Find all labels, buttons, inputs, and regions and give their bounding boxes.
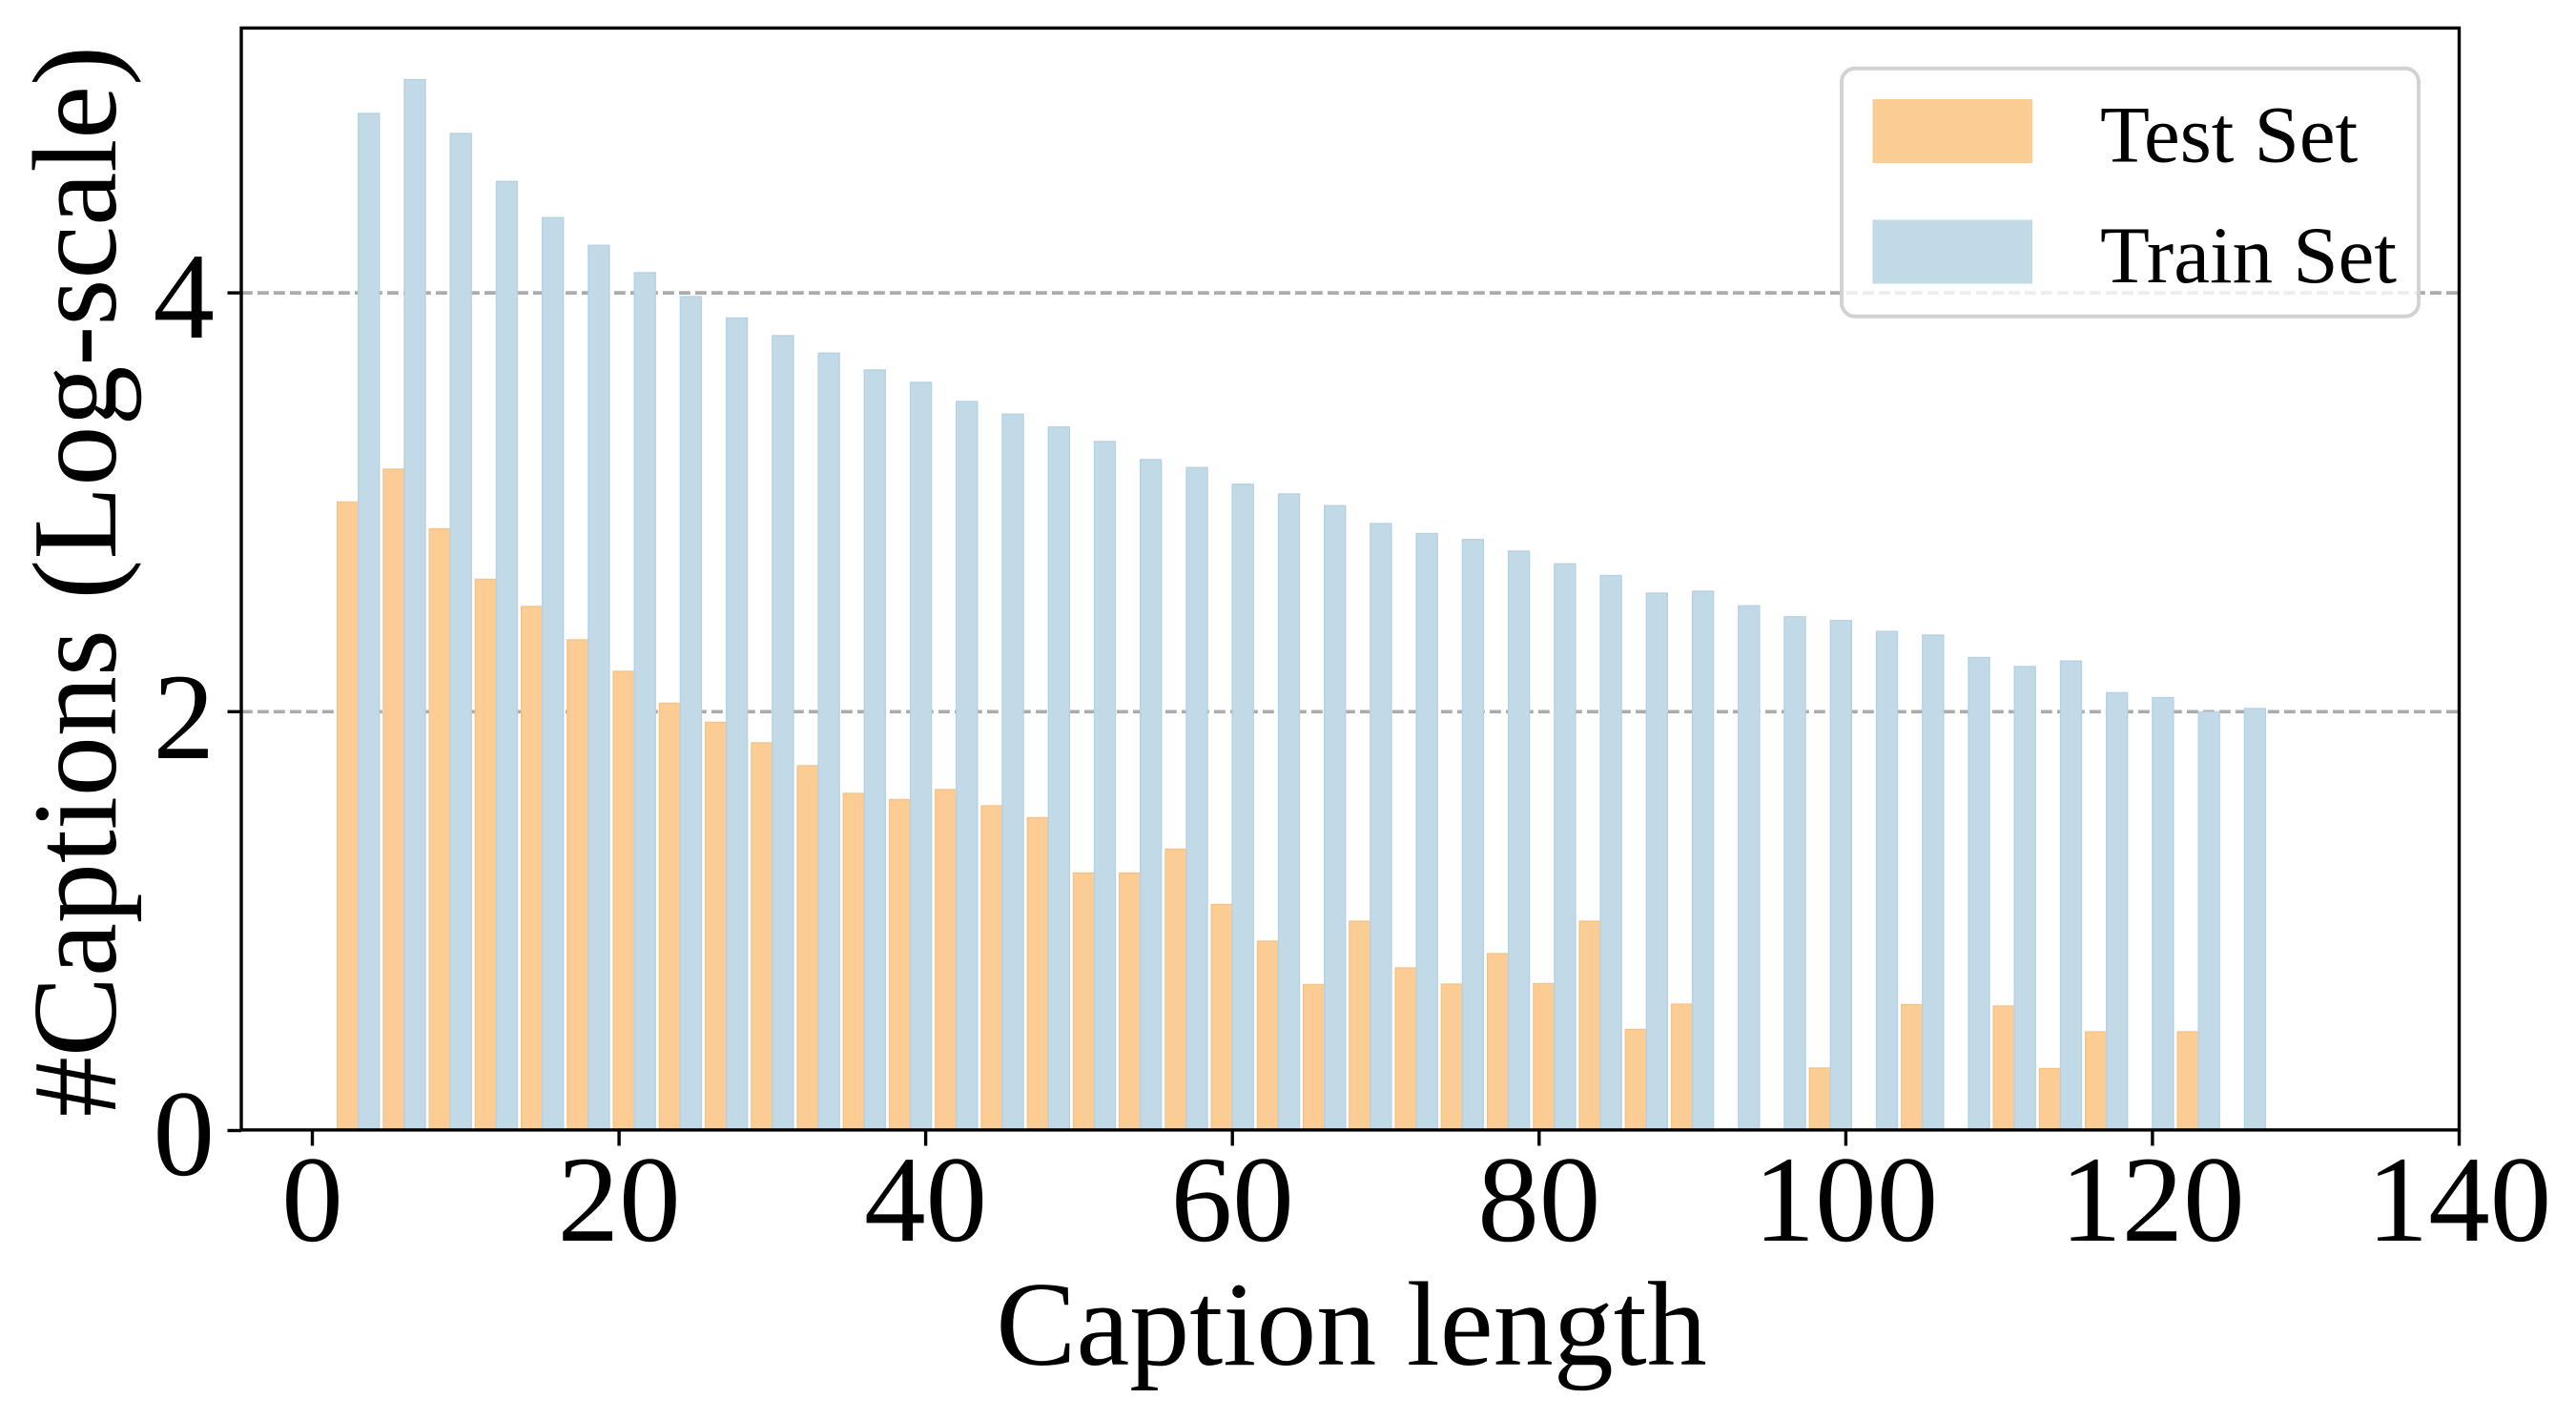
svg-text:Train Set: Train Set	[2100, 211, 2397, 300]
svg-text:2: 2	[154, 648, 216, 785]
svg-text:60: 60	[1171, 1131, 1294, 1267]
svg-text:20: 20	[558, 1131, 681, 1267]
svg-text:0: 0	[154, 1065, 216, 1202]
svg-text:40: 40	[864, 1131, 987, 1267]
svg-text:100: 100	[1754, 1131, 1939, 1267]
svg-text:4: 4	[154, 228, 216, 364]
svg-text:#Captions (Log-scale): #Captions (Log-scale)	[10, 46, 142, 1117]
svg-text:140: 140	[2367, 1131, 2552, 1267]
svg-text:0: 0	[281, 1131, 343, 1267]
svg-text:Caption length: Caption length	[996, 1259, 1706, 1391]
svg-text:80: 80	[1477, 1131, 1600, 1267]
svg-text:120: 120	[2060, 1131, 2245, 1267]
svg-text:Test Set: Test Set	[2100, 91, 2359, 180]
